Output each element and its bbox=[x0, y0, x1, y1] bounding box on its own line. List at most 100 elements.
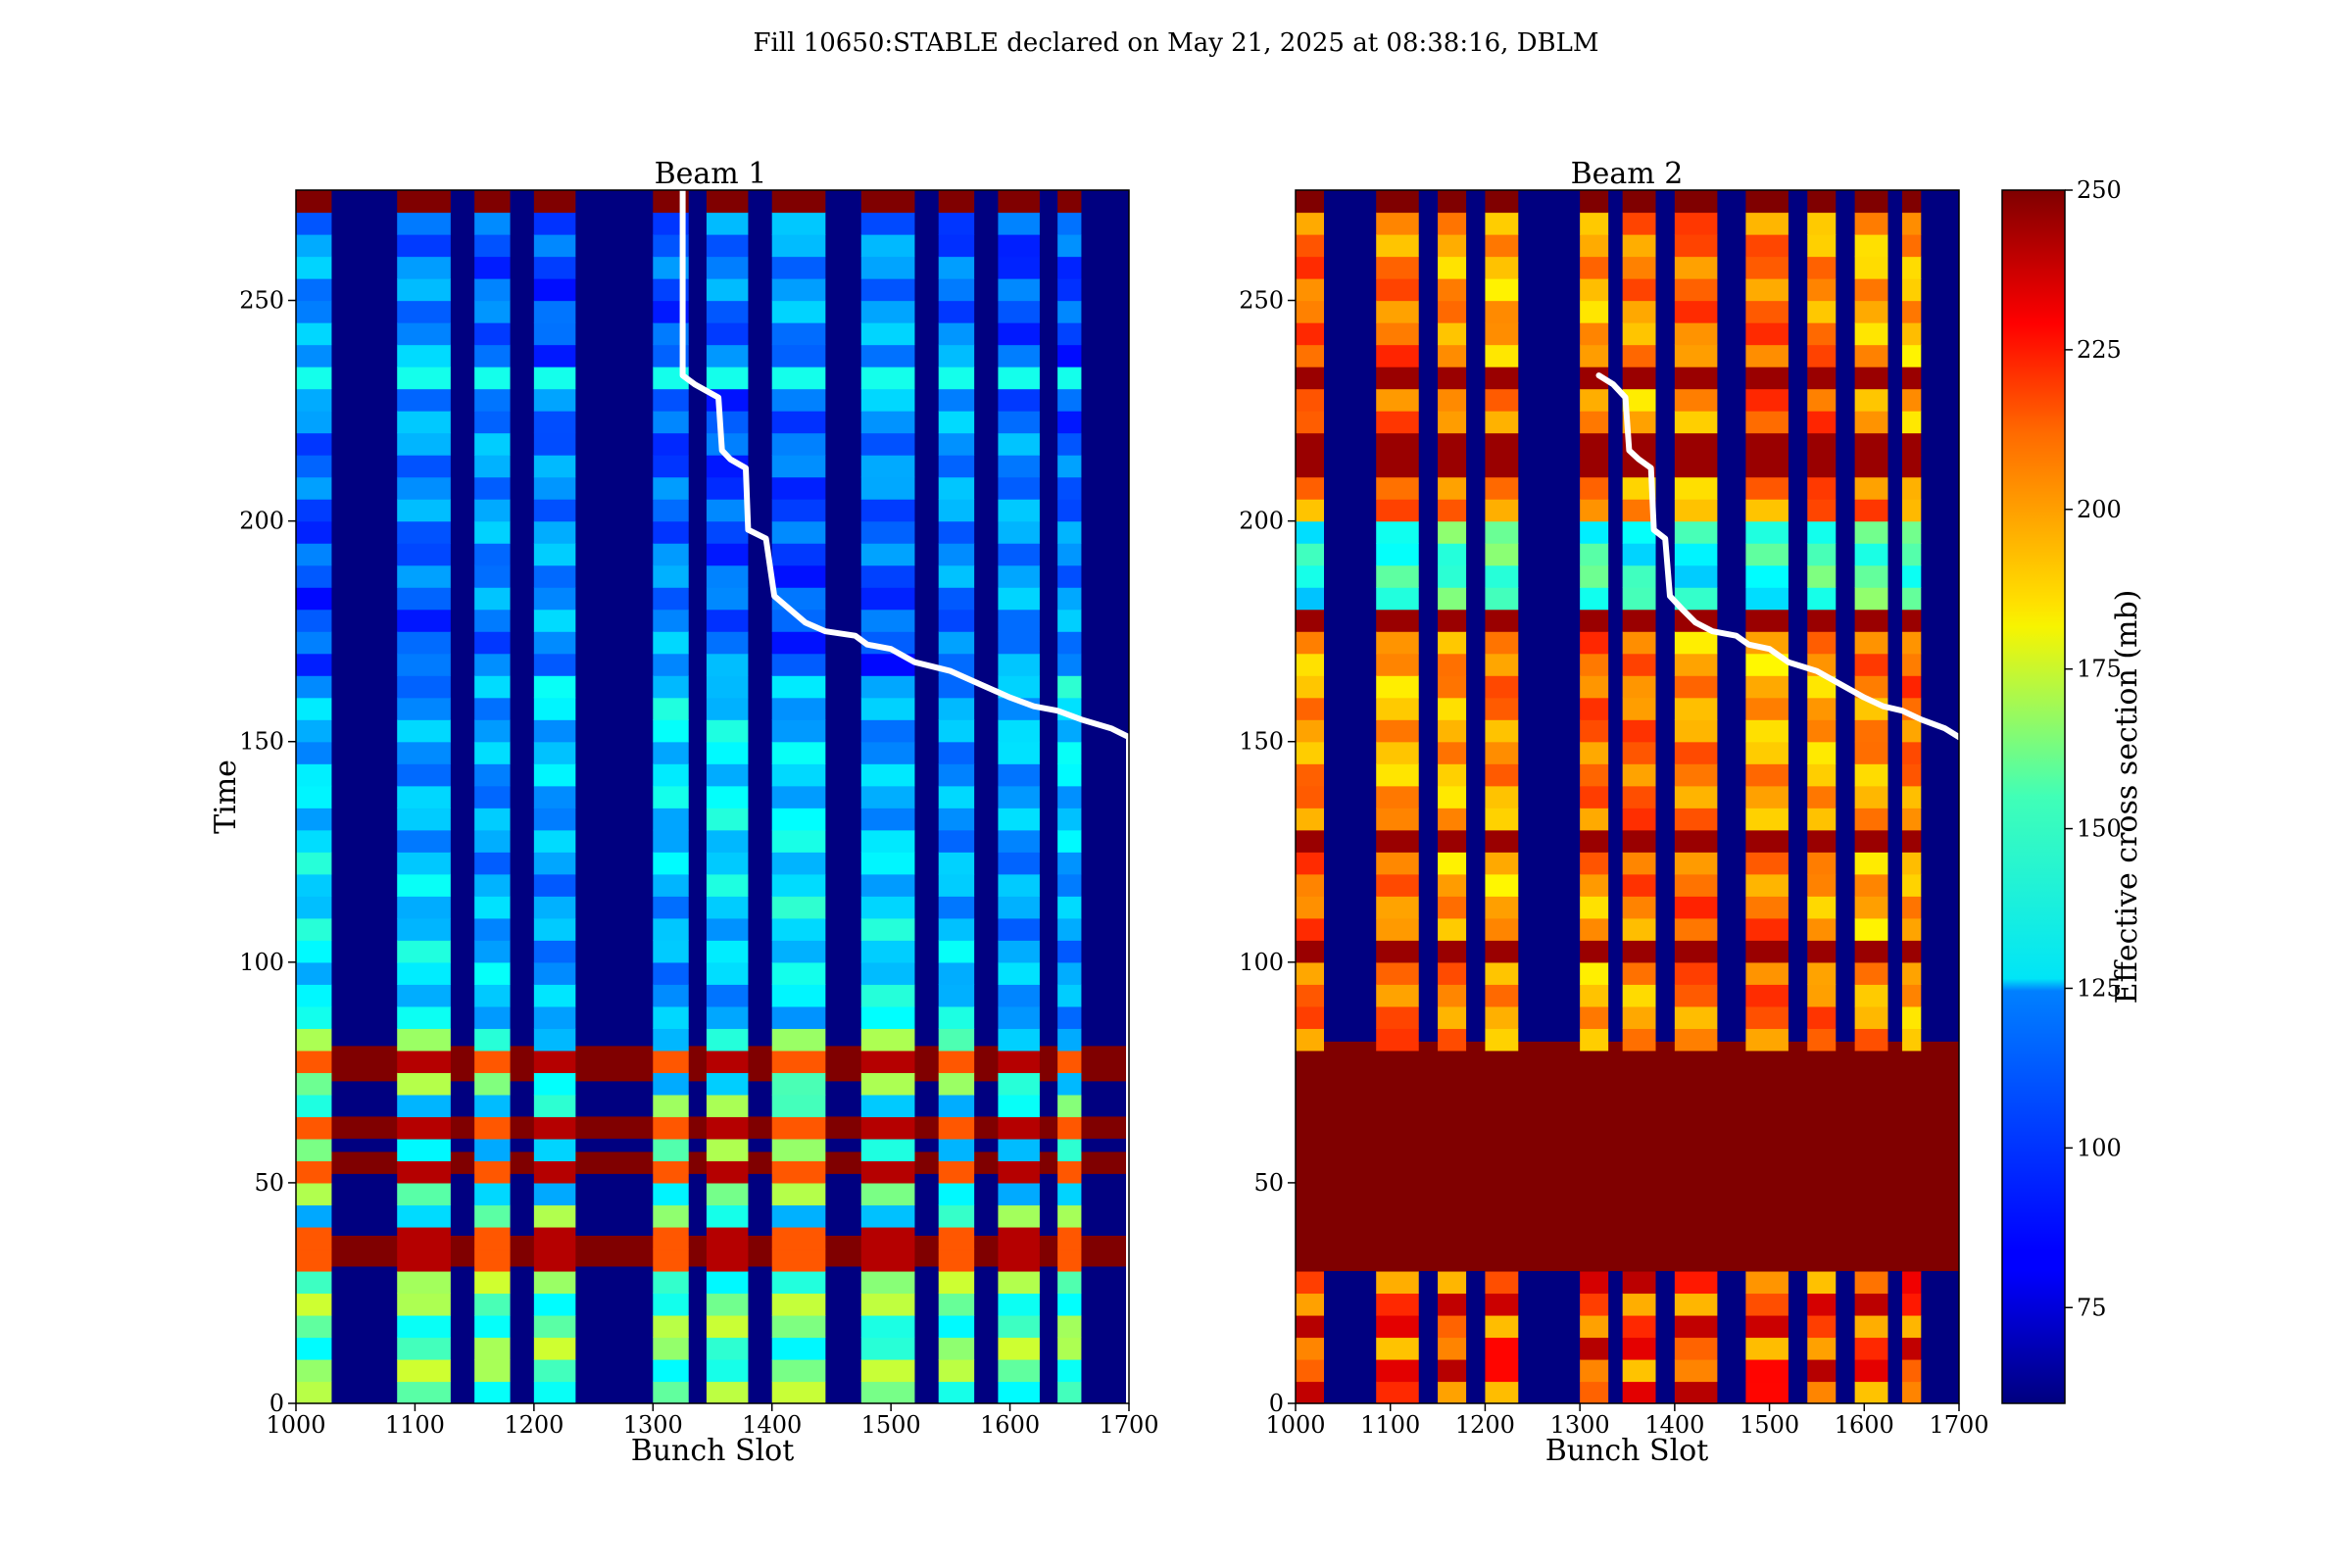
heatmap-cell bbox=[533, 719, 576, 743]
heatmap-cell bbox=[533, 543, 576, 566]
heatmap-cell bbox=[1057, 367, 1082, 390]
heatmap-cell bbox=[1674, 984, 1718, 1007]
heatmap-cell bbox=[1376, 1270, 1419, 1295]
heatmap-cell bbox=[1057, 873, 1082, 897]
heatmap-cell bbox=[1807, 1005, 1837, 1029]
heatmap-cell bbox=[998, 1050, 1040, 1073]
heatmap-cell bbox=[296, 212, 332, 235]
heatmap-cell bbox=[474, 1182, 511, 1206]
heatmap-cell bbox=[1807, 587, 1837, 611]
heatmap-cell bbox=[1622, 1226, 1656, 1250]
heatmap-cell bbox=[1674, 388, 1718, 412]
heatmap-cell bbox=[706, 278, 749, 302]
heatmap-cell bbox=[653, 1182, 689, 1206]
heatmap-cell bbox=[296, 278, 332, 302]
heatmap-cell bbox=[1057, 808, 1082, 831]
heatmap-cell bbox=[1854, 1005, 1888, 1029]
heatmap-cell bbox=[533, 234, 576, 258]
heatmap-cell bbox=[474, 653, 511, 676]
heatmap-cell bbox=[1901, 256, 1922, 279]
heatmap-cell bbox=[1622, 1050, 1656, 1073]
heatmap-cell bbox=[1674, 322, 1718, 346]
heatmap-cell bbox=[1485, 1314, 1519, 1339]
heatmap-cell bbox=[1745, 388, 1788, 412]
heatmap-cell bbox=[998, 388, 1040, 412]
heatmap-cell bbox=[1580, 278, 1609, 302]
heatmap-cell bbox=[1580, 896, 1609, 919]
heatmap-cell bbox=[653, 808, 689, 831]
heatmap-cell bbox=[1438, 1314, 1467, 1339]
heatmap-cell bbox=[533, 984, 576, 1007]
heatmap-cell bbox=[533, 432, 576, 456]
heatmap-cell bbox=[771, 564, 826, 588]
heatmap-cell bbox=[296, 564, 332, 588]
heatmap-cell bbox=[1622, 278, 1656, 302]
heatmap-cell bbox=[653, 432, 689, 456]
heatmap-cell bbox=[706, 344, 749, 368]
heatmap-cell bbox=[1580, 1005, 1609, 1029]
heatmap-cell bbox=[1057, 1028, 1082, 1052]
heatmap-cell bbox=[1376, 1226, 1419, 1250]
heatmap-cell bbox=[771, 1116, 826, 1140]
heatmap-cell bbox=[771, 1094, 826, 1117]
heatmap-cell bbox=[1807, 432, 1837, 456]
heatmap-cell bbox=[1485, 256, 1519, 279]
heatmap-cell bbox=[706, 1116, 749, 1140]
heatmap-cell bbox=[1622, 873, 1656, 897]
heatmap-cell bbox=[938, 697, 975, 720]
heatmap-cell bbox=[1438, 697, 1467, 720]
heatmap-cell bbox=[1485, 741, 1519, 764]
heatmap-cell bbox=[1854, 719, 1888, 743]
heatmap-cell bbox=[397, 278, 451, 302]
heatmap-cell bbox=[1674, 653, 1718, 676]
heatmap-cell bbox=[296, 388, 332, 412]
heatmap-cell bbox=[397, 564, 451, 588]
heatmap-cell bbox=[771, 476, 826, 500]
heatmap-cell bbox=[938, 388, 975, 412]
heatmap-cell bbox=[1807, 675, 1837, 699]
heatmap-cell bbox=[474, 1249, 511, 1272]
heatmap-cell bbox=[1674, 961, 1718, 985]
heatmap-cell bbox=[771, 455, 826, 478]
heatmap-cell bbox=[1485, 1028, 1519, 1052]
heatmap-cell bbox=[1854, 344, 1888, 368]
heatmap-cell bbox=[1580, 476, 1609, 500]
heatmap-cell bbox=[1807, 940, 1837, 963]
heatmap-cell bbox=[1807, 917, 1837, 941]
heatmap-cell bbox=[1674, 1381, 1718, 1404]
heatmap-cell bbox=[1854, 940, 1888, 963]
heatmap-cell bbox=[1057, 917, 1082, 941]
heatmap-cell bbox=[474, 367, 511, 390]
heatmap-cell bbox=[533, 520, 576, 544]
heatmap-cell bbox=[1296, 1072, 1325, 1096]
heatmap-cell bbox=[1296, 1116, 1325, 1140]
heatmap-cell bbox=[1901, 917, 1922, 941]
heatmap-cell bbox=[1622, 1204, 1656, 1228]
heatmap-cell bbox=[1854, 476, 1888, 500]
heatmap-cell bbox=[1622, 1028, 1656, 1052]
heatmap-cell bbox=[998, 1028, 1040, 1052]
heatmap-cell bbox=[938, 476, 975, 500]
heatmap-cell bbox=[653, 1381, 689, 1404]
heatmap-cell bbox=[1580, 808, 1609, 831]
heatmap-cell bbox=[938, 1270, 975, 1295]
heatmap-cell bbox=[296, 741, 332, 764]
heatmap-cell bbox=[533, 896, 576, 919]
heatmap-cell bbox=[1376, 808, 1419, 831]
x-ticks-beam-1: 1000 1100 1200 1300 1400 1500 1600 1700 bbox=[266, 1403, 1159, 1439]
heatmap-cell bbox=[296, 675, 332, 699]
heatmap-cell bbox=[653, 1204, 689, 1228]
heatmap-cell bbox=[1296, 1226, 1325, 1250]
heatmap-cell bbox=[1901, 1094, 1922, 1117]
heatmap-cell bbox=[1485, 455, 1519, 478]
heatmap-cell bbox=[1901, 411, 1922, 434]
heatmap-cell bbox=[998, 1226, 1040, 1250]
heatmap-cell bbox=[1296, 1160, 1325, 1184]
heatmap-cell bbox=[706, 785, 749, 808]
x-axis-label-beam-2: Bunch Slot bbox=[1545, 1434, 1709, 1468]
heatmap-cell bbox=[1376, 278, 1419, 302]
heatmap-cell bbox=[296, 961, 332, 985]
heatmap-cell bbox=[1580, 543, 1609, 566]
heatmap-cell bbox=[1057, 1381, 1082, 1404]
heatmap-cell bbox=[1622, 896, 1656, 919]
